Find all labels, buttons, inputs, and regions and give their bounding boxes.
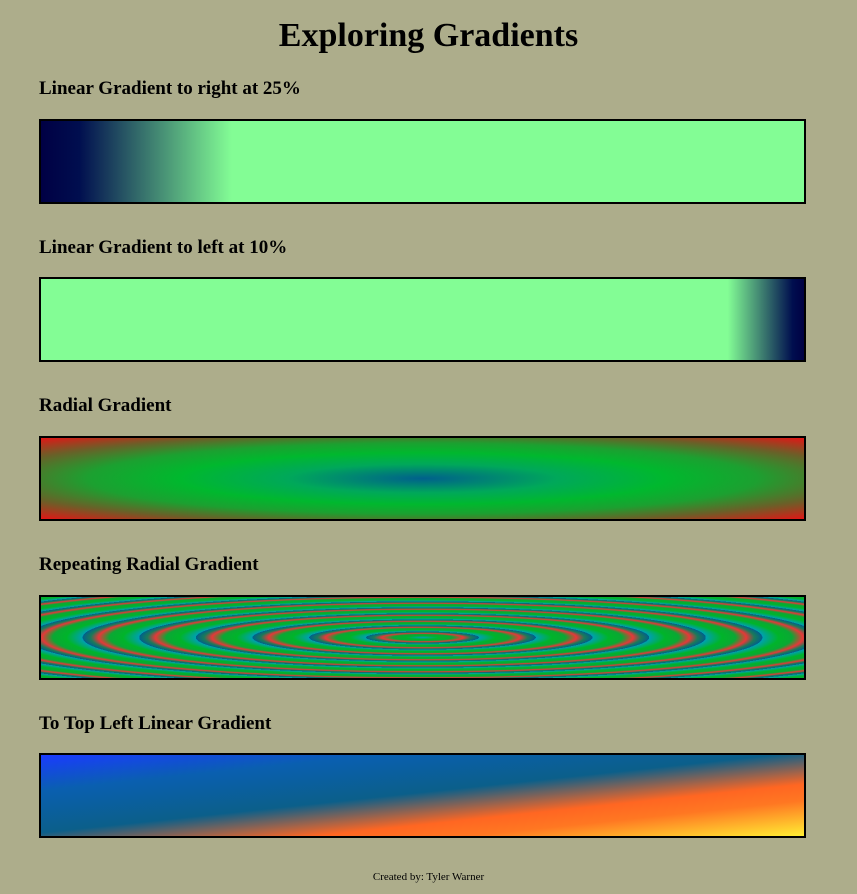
page-title: Exploring Gradients bbox=[0, 16, 857, 57]
linear-gradient-right-swatch bbox=[39, 119, 806, 204]
linear-gradient-left-swatch bbox=[39, 277, 806, 362]
section-title-linear-right: Linear Gradient to right at 25% bbox=[39, 78, 301, 101]
footer-credit: Created by: Tyler Warner bbox=[0, 871, 857, 883]
section-title-radial: Radial Gradient bbox=[39, 395, 171, 418]
top-left-linear-gradient-swatch bbox=[39, 753, 806, 838]
radial-gradient-swatch bbox=[39, 436, 806, 521]
section-title-top-left-linear: To Top Left Linear Gradient bbox=[39, 713, 271, 736]
section-title-repeating-radial: Repeating Radial Gradient bbox=[39, 554, 259, 577]
repeating-radial-gradient-swatch bbox=[39, 595, 806, 680]
section-title-linear-left: Linear Gradient to left at 10% bbox=[39, 237, 287, 260]
